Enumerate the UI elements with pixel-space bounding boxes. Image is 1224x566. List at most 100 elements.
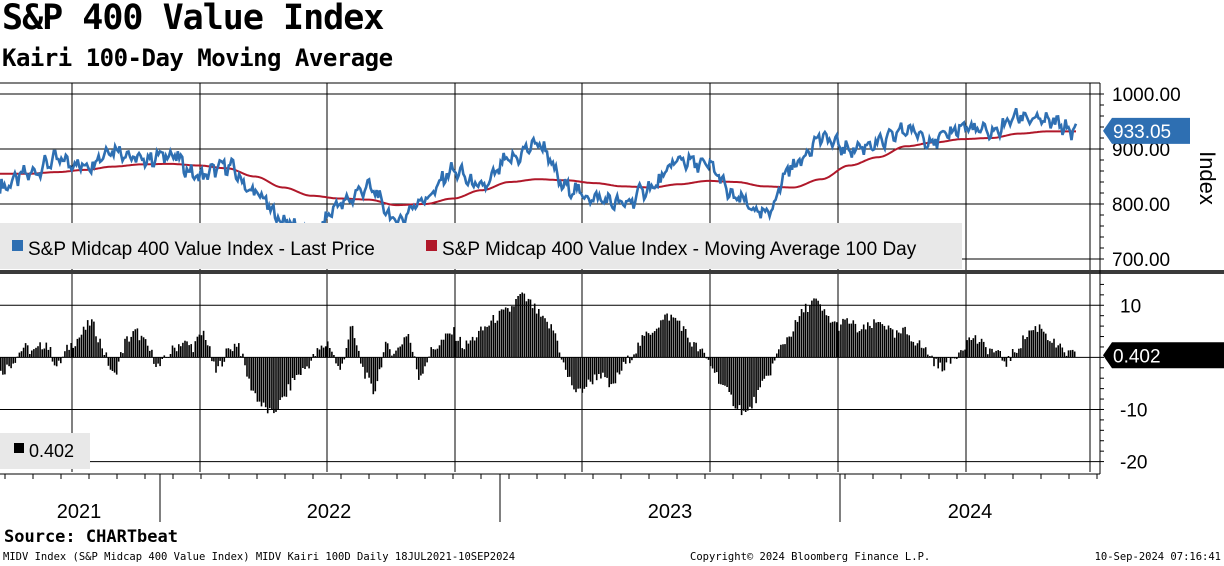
kairi-bar [767,357,770,376]
kairi-bar [86,320,89,358]
kairi-bar [670,314,672,358]
kairi-bar [622,357,625,362]
kairi-bar [165,357,168,358]
kairi-bar [744,357,747,412]
kairi-bar [1028,330,1030,358]
kairi-bar [1036,331,1039,358]
kairi-bar [776,353,778,358]
kairi-bar [511,306,513,358]
kairi-bar [372,357,375,395]
kairi-bar [0,357,2,371]
kairi-bar [966,340,968,358]
kairi-bar [759,357,761,388]
kairi-bar [589,357,592,382]
kairi-bar [186,341,188,358]
kairi-bar [1047,340,1049,358]
legend-label-moving-average: S&P Midcap 400 Value Index - Moving Aver… [442,239,917,260]
kairi-bar [798,316,801,358]
kairi-bar [896,330,898,358]
kairi-bar [1026,337,1028,358]
kairi-bar [749,357,751,407]
kairi-bar [732,357,735,407]
kairi-bar [304,357,306,369]
kairi-bar [482,330,484,358]
kairi-bar [960,350,962,358]
kairi-bar [858,331,861,358]
kairi-bar [929,356,931,358]
kairi-bar [629,357,631,364]
kairi-bar [219,357,221,361]
kairi-bar [829,322,832,358]
kairi-bar [74,346,77,358]
kairi-bar [300,357,302,375]
kairi-bar [399,346,401,358]
kairi-bar [864,329,867,358]
kairi-bar [93,321,95,358]
kairi-bar [486,326,488,358]
price-line-layer [0,107,1078,245]
kairi-bar [248,357,250,379]
kairi-bar [308,357,310,369]
kairi-bar [113,357,116,373]
kairi-bar [337,357,339,366]
kairi-bar [159,357,161,367]
kairi-bar [747,357,749,411]
kairi-bar [889,328,892,358]
kairi-bar [608,357,610,388]
kairi-bar [800,309,803,358]
kairi-bar [802,312,805,358]
kairi-bar [538,309,540,358]
kairi-bar [724,357,726,386]
kairi-bar [380,357,383,368]
kairi-bar [850,323,853,358]
kairi-bar [734,357,737,409]
kairi-bar [333,355,335,358]
kairi-bar [504,307,507,358]
kairi-bar [560,357,563,360]
kairi-bar [716,357,718,373]
kairi-bar [811,300,813,358]
kairi-bar [738,357,741,406]
kairi-bar [631,357,633,361]
price-line [0,107,1078,245]
kairi-bar [169,354,172,358]
kairi-bar [1032,330,1035,358]
kairi-bar [624,357,627,364]
kairi-bar [111,357,114,371]
kairi-bar [449,333,451,358]
kairi-bar [927,354,929,358]
kairi-bar [643,335,646,358]
x-axis-year-label: 2021 [57,501,102,523]
footer-copyright: Copyright© 2024 Bloomberg Finance L.P. [690,551,931,563]
kairi-bar [674,317,677,358]
kairi-bar [550,324,552,358]
kairi-bar [409,342,412,358]
kairi-bar [728,357,730,392]
kairi-bar [229,349,232,358]
kairi-bar [14,357,17,363]
kairi-bar [213,357,215,362]
kairi-bar [242,353,244,358]
kairi-bar [391,355,393,358]
kairi-bar [970,340,973,358]
kairi-bar [660,320,662,358]
kairi-bar [66,344,68,358]
kairi-bar [982,341,985,358]
kairi-bar [190,344,192,358]
kairi-bar [525,301,528,358]
price-axis-title: Index [1195,151,1220,205]
kairi-bar [1073,351,1076,358]
kairi-bar [939,357,941,363]
kairi-bar [720,357,722,385]
kairi-bar [438,345,441,358]
kairi-bar [128,341,130,358]
kairi-bar [573,357,575,390]
legend-swatch-kairi [14,443,24,453]
kairi-bar [579,357,581,389]
kairi-bar [447,333,449,358]
kairi-bar [260,357,263,407]
kairi-bar [598,357,600,374]
kairi-bar [262,357,265,403]
kairi-bar [1020,348,1022,358]
kairi-bar [407,334,410,358]
